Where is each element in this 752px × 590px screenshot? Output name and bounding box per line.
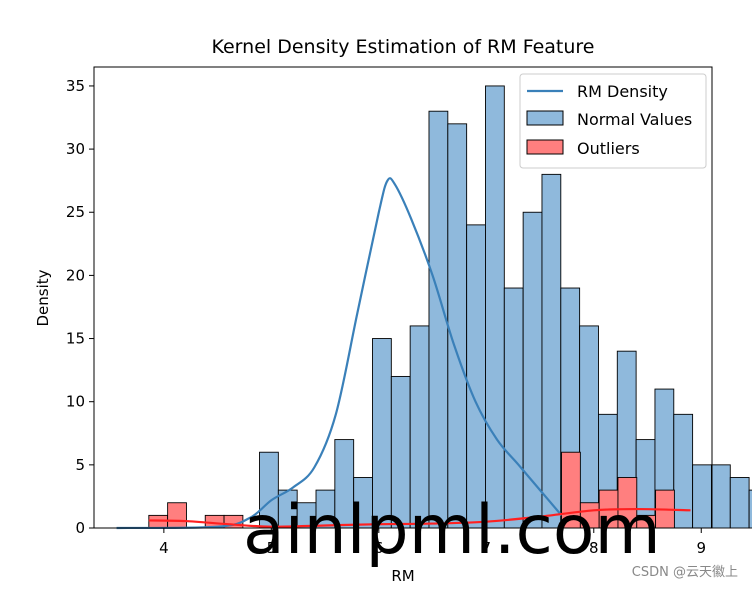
legend-outliers-patch: [526, 139, 564, 155]
y-tick-label: 20: [66, 266, 85, 284]
legend-label-rm-density: RM Density: [577, 82, 668, 101]
chart-title: Kernel Density Estimation of RM Feature: [211, 36, 594, 58]
x-tick-label: 6: [374, 539, 384, 557]
x-tick-label: 4: [159, 539, 169, 557]
axes: 4 5 6 7 8 9 0 5 10 15 20 25 30 35: [66, 66, 713, 557]
watermark-text: ainlpml.com: [243, 491, 661, 570]
y-tick-label: 5: [75, 456, 85, 474]
y-axis-label: Density: [34, 269, 52, 326]
x-axis-label: RM: [391, 567, 414, 585]
x-tick-label: 7: [482, 539, 492, 557]
credit-text: CSDN @云天徽上: [632, 565, 738, 580]
y-tick-label: 35: [66, 77, 85, 95]
normal-values-bar-13: [485, 85, 505, 529]
y-tick-label: 0: [75, 519, 85, 537]
x-tick-label: 8: [589, 539, 599, 557]
outlier-bar-1: [148, 514, 169, 529]
x-tick-label: 5: [267, 539, 277, 557]
density-curves: [116, 177, 691, 530]
rm-density-curve: [116, 177, 563, 530]
legend-box: [519, 73, 707, 169]
y-tick-label: 30: [66, 140, 85, 158]
legend-normal-values-patch: [526, 110, 564, 126]
legend-label-normal-values: Normal Values: [577, 110, 692, 129]
x-tick-label: 9: [696, 539, 706, 557]
outlier-bar-2: [167, 502, 187, 529]
y-tick-label: 15: [66, 330, 85, 348]
legend-label-outliers: Outliers: [577, 139, 640, 158]
outliers-density-curve: [148, 507, 691, 528]
normal-values-bar-12: [466, 224, 486, 529]
legend: RM Density Normal Values Outliers: [519, 73, 707, 169]
normal-values-bar-27: [748, 489, 752, 529]
y-tick-label: 25: [66, 203, 85, 221]
normal-values-bar-26: [729, 477, 750, 529]
normal-values-bar-25: [710, 464, 731, 529]
normal-values-bar-16: [541, 173, 562, 529]
axes-frame: [93, 66, 713, 529]
normal-values-bar-24: [692, 464, 712, 529]
y-tick-label: 10: [66, 393, 85, 411]
normal-values-bar-11: [447, 123, 468, 529]
